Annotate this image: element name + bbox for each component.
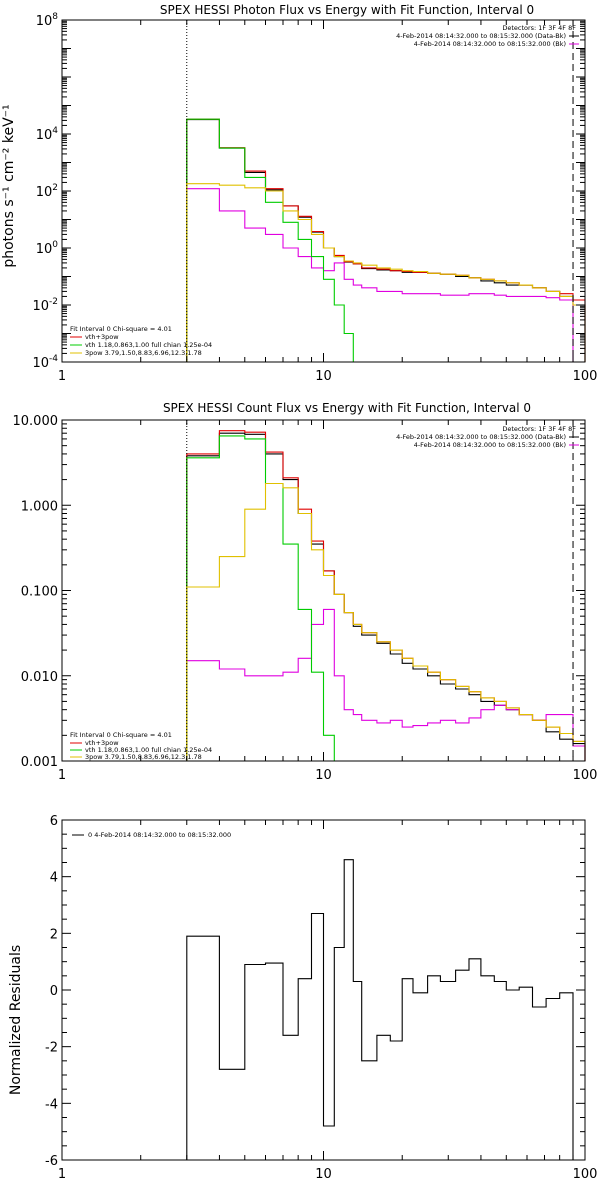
y-axis-label: photons s⁻¹ cm⁻² keV⁻¹ xyxy=(1,104,17,267)
x-tick-label: 1 xyxy=(58,369,66,384)
legend-vth: vth 1.18,0.863,1.00 full chian 1.25e-04 xyxy=(85,746,212,754)
y-tick-label: 6 xyxy=(50,814,58,829)
legend-fit-interval: Fit Interval 0 Chi-square = 4.01 xyxy=(70,325,172,333)
residuals-chart: Normalized Residuals 1 10 100 -6 -4 -2 0 2 4 6 0 … xyxy=(8,814,597,1182)
y-tick-label: -6 xyxy=(45,1154,58,1169)
y-tick-label: 0.001 xyxy=(21,755,58,770)
y-tick-label: 100 xyxy=(36,240,59,257)
photon-flux-chart: SPEX HESSI Photon Flux vs Energy with Fi… xyxy=(1,3,597,384)
y-tick-label: 0.010 xyxy=(21,670,58,685)
legend-detectors: Detectors: 1F 3F 4F 8F xyxy=(502,24,576,32)
y-tick-label: 10-2 xyxy=(32,297,58,314)
legend-bk: 4-Feb-2014 08:14:32.000 to 08:15:32.000 … xyxy=(414,441,566,449)
legend-label: 0 4-Feb-2014 08:14:32.000 to 08:15:32.00… xyxy=(88,831,231,839)
legend-3pow: 3pow 3.79,1.50,8.83,6.96,12.3,1.78 xyxy=(85,753,202,761)
series-bk xyxy=(186,188,585,363)
legend-data-bk: 4-Feb-2014 08:14:32.000 to 08:15:32.000 … xyxy=(396,433,566,441)
series-3pow xyxy=(186,183,586,362)
legend-top: Detectors: 1F 3F 4F 8F 4-Feb-2014 08:14:… xyxy=(396,24,579,48)
x-tick-label: 100 xyxy=(573,1167,598,1182)
legend-bk: 4-Feb-2014 08:14:32.000 to 08:15:32.000 … xyxy=(414,40,566,48)
x-tick-label: 1 xyxy=(58,768,66,783)
count-flux-chart: SPEX HESSI Count Flux vs Energy with Fit… xyxy=(13,401,598,783)
y-tick-label: 1.000 xyxy=(21,499,58,514)
legend-bottom: Fit Interval 0 Chi-square = 4.01 vth+3po… xyxy=(70,325,212,357)
chart-title: SPEX HESSI Count Flux vs Energy with Fit… xyxy=(163,401,531,415)
series-vth xyxy=(186,435,345,762)
x-tick-label: 10 xyxy=(315,768,332,783)
series-vth xyxy=(186,118,362,363)
y-tick-label: 0 xyxy=(50,984,58,999)
y-tick-label: 0.100 xyxy=(21,585,58,600)
legend-detectors: Detectors: 1F 3F 4F 8F xyxy=(502,425,576,433)
legend-vth: vth 1.18,0.863,1.00 full chian 1.25e-04 xyxy=(85,341,212,349)
plot-frame xyxy=(61,819,586,1161)
legend-data-bk: 4-Feb-2014 08:14:32.000 to 08:15:32.000 … xyxy=(396,32,566,40)
x-tick-label: 1 xyxy=(58,1167,66,1182)
y-tick-label: 10.000 xyxy=(13,414,59,429)
legend-total: vth+3pow xyxy=(85,333,119,341)
series-3pow xyxy=(186,482,586,761)
legend-top: Detectors: 1F 3F 4F 8F 4-Feb-2014 08:14:… xyxy=(396,425,579,449)
series-data-bk xyxy=(186,432,586,761)
legend-fit-interval: Fit Interval 0 Chi-square = 4.01 xyxy=(70,731,172,739)
y-tick-label: 2 xyxy=(50,927,58,942)
series-data-bk xyxy=(186,119,586,362)
plot-frame xyxy=(61,19,586,363)
x-tick-label: 100 xyxy=(573,768,598,783)
series-bk xyxy=(186,608,586,761)
y-tick-label: 104 xyxy=(36,126,59,143)
series-vth-3pow xyxy=(186,430,586,761)
y-axis-label: Normalized Residuals xyxy=(8,945,24,1095)
chart-title: SPEX HESSI Photon Flux vs Energy with Fi… xyxy=(160,3,534,17)
legend-bottom: Fit Interval 0 Chi-square = 4.01 vth+3po… xyxy=(70,731,212,761)
x-tick-label: 10 xyxy=(315,369,332,384)
y-tick-label: 108 xyxy=(36,12,59,29)
y-tick-label: 4 xyxy=(50,871,58,886)
series-vth-3pow xyxy=(186,118,586,362)
legend-3pow: 3pow 3.79,1.50,8.83,6.96,12.3,1.78 xyxy=(85,349,202,357)
y-tick-label: -2 xyxy=(45,1041,58,1056)
plot-frame xyxy=(61,419,586,762)
y-tick-label: 102 xyxy=(36,183,58,200)
x-tick-label: 100 xyxy=(573,369,598,384)
legend-total: vth+3pow xyxy=(85,739,119,747)
y-tick-label: -4 xyxy=(45,1097,58,1112)
y-tick-label: 10-4 xyxy=(32,354,58,371)
series-0 xyxy=(186,859,574,1160)
legend: 0 4-Feb-2014 08:14:32.000 to 08:15:32.00… xyxy=(72,831,231,839)
x-tick-label: 10 xyxy=(315,1167,332,1182)
